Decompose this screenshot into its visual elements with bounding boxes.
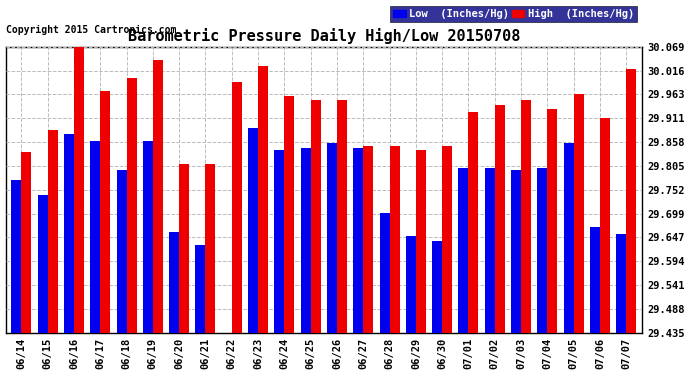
Bar	[406, 236, 416, 333]
Bar	[432, 241, 442, 333]
Bar	[126, 78, 137, 333]
Bar	[363, 146, 373, 333]
Bar	[380, 213, 390, 333]
Title: Barometric Pressure Daily High/Low 20150708: Barometric Pressure Daily High/Low 20150…	[128, 28, 520, 44]
Bar	[143, 141, 153, 333]
Bar	[353, 148, 363, 333]
Bar	[64, 134, 74, 333]
Legend: Low  (Inches/Hg), High  (Inches/Hg): Low (Inches/Hg), High (Inches/Hg)	[390, 6, 637, 22]
Bar	[616, 234, 627, 333]
Bar	[495, 105, 505, 333]
Bar	[11, 180, 21, 333]
Text: Copyright 2015 Cartronics.com: Copyright 2015 Cartronics.com	[6, 25, 176, 35]
Bar	[458, 168, 469, 333]
Bar	[564, 143, 573, 333]
Bar	[301, 148, 310, 333]
Bar	[90, 141, 100, 333]
Bar	[590, 227, 600, 333]
Bar	[547, 110, 558, 333]
Bar	[485, 168, 495, 333]
Bar	[521, 100, 531, 333]
Bar	[600, 118, 610, 333]
Bar	[153, 60, 163, 333]
Bar	[337, 100, 347, 333]
Bar	[538, 168, 547, 333]
Bar	[442, 146, 452, 333]
Bar	[21, 152, 31, 333]
Bar	[232, 82, 241, 333]
Bar	[469, 112, 478, 333]
Bar	[310, 100, 321, 333]
Bar	[100, 92, 110, 333]
Bar	[627, 69, 636, 333]
Bar	[38, 195, 48, 333]
Bar	[275, 150, 284, 333]
Bar	[195, 245, 206, 333]
Bar	[390, 146, 400, 333]
Bar	[327, 143, 337, 333]
Bar	[511, 171, 521, 333]
Bar	[48, 130, 58, 333]
Bar	[416, 150, 426, 333]
Bar	[284, 96, 295, 333]
Bar	[248, 128, 258, 333]
Bar	[117, 171, 126, 333]
Bar	[258, 66, 268, 333]
Bar	[573, 94, 584, 333]
Bar	[179, 164, 189, 333]
Bar	[206, 164, 215, 333]
Bar	[169, 231, 179, 333]
Bar	[74, 46, 84, 333]
